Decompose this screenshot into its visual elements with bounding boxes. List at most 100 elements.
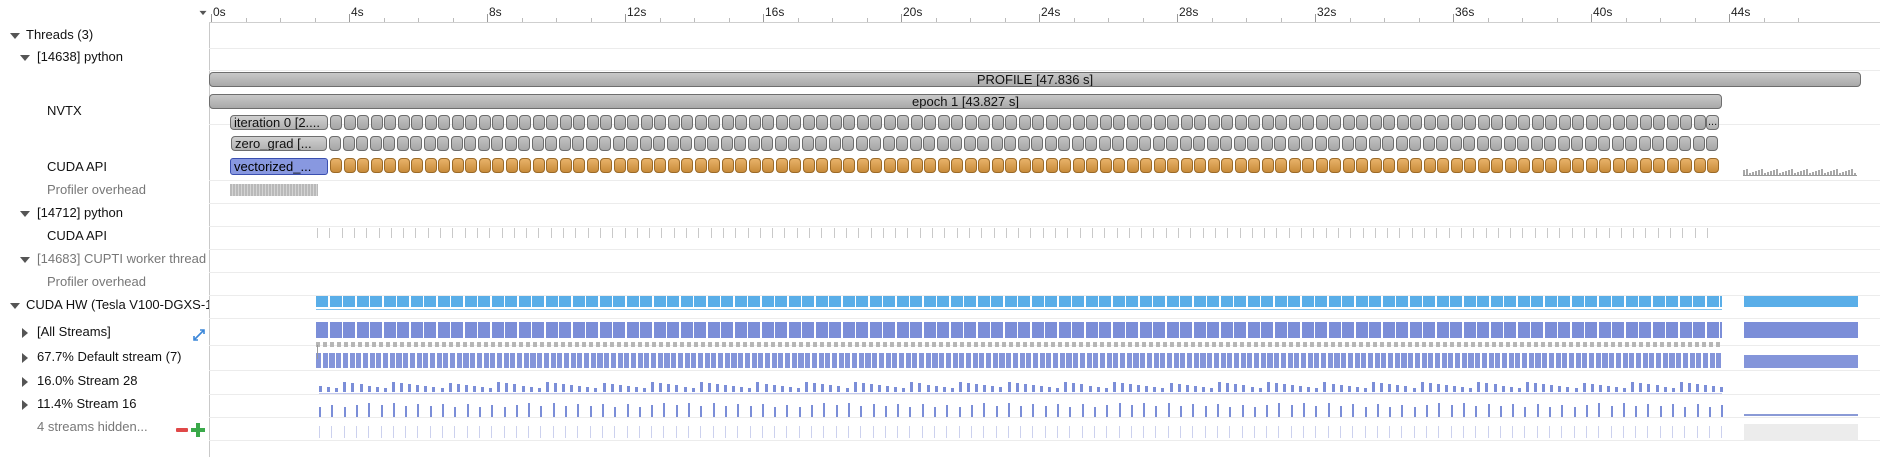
cuda-api-call[interactable] (1818, 170, 1820, 176)
threads-header-label[interactable]: Threads (3) (26, 27, 94, 42)
stream-28-kernel[interactable] (529, 387, 533, 392)
cuda-api-call-tick[interactable] (661, 228, 663, 238)
all-streams-kernel[interactable] (370, 322, 382, 338)
stream-28-kernel[interactable] (1234, 384, 1238, 392)
stream-28-kernel[interactable] (408, 384, 412, 392)
stream-28-kernel[interactable] (1331, 384, 1335, 392)
all-streams-kernel[interactable] (451, 322, 463, 338)
stream-16-kernel[interactable] (1598, 403, 1601, 417)
stream-28-kernel[interactable] (853, 382, 857, 392)
default-stream-kernel[interactable] (885, 353, 891, 368)
default-stream-kernel[interactable] (1207, 353, 1213, 368)
nvtx-iteration-range[interactable] (978, 115, 990, 130)
stream-28-kernel[interactable] (1282, 384, 1286, 392)
cuda-api-call[interactable] (1797, 172, 1799, 176)
all-streams-memcpy[interactable] (827, 342, 831, 347)
default-stream-kernel[interactable] (1166, 353, 1173, 368)
cuda-hw-kernel-band[interactable] (1355, 296, 1368, 307)
nvtx-zero-grad-range[interactable] (1071, 136, 1084, 151)
all-streams-kernel[interactable] (329, 322, 342, 338)
cuda-hw-kernel-band[interactable] (923, 296, 936, 307)
nvtx-iteration-range[interactable] (1450, 115, 1463, 130)
cuda-hw-kernel-band[interactable] (1193, 296, 1206, 307)
stream-28-kernel[interactable] (813, 383, 817, 392)
default-stream-kernel[interactable] (577, 353, 583, 368)
stream-28-kernel[interactable] (513, 384, 517, 392)
default-stream-kernel[interactable] (543, 353, 549, 368)
nvtx-zero-grad-range[interactable] (869, 136, 881, 151)
all-streams-kernel[interactable] (1544, 322, 1557, 338)
cuda-hw-kernel-band[interactable] (896, 296, 909, 307)
default-stream-kernel[interactable] (1079, 353, 1085, 368)
cuda-hw-kernel-band[interactable] (1328, 296, 1341, 307)
stream-28-kernel[interactable] (1145, 386, 1149, 392)
default-stream-kernel[interactable] (1609, 353, 1615, 368)
cuda-api-call-tick[interactable] (440, 228, 441, 238)
cuda-hw-kernel-band[interactable] (1112, 296, 1125, 307)
cuda-api-call[interactable] (1693, 158, 1706, 173)
cuda-api-call[interactable] (1764, 173, 1766, 176)
stream-28-kernel[interactable] (1679, 382, 1683, 392)
stream-28-kernel[interactable] (1525, 382, 1529, 392)
cuda-hw-kernel-band[interactable] (937, 296, 949, 307)
stream-16-kernel[interactable] (1044, 406, 1047, 417)
stream-16-kernel[interactable] (872, 404, 875, 417)
all-streams-memcpy[interactable] (701, 342, 705, 347)
nvtx-iteration-range[interactable] (1180, 115, 1193, 130)
nvtx-zero-grad-range[interactable] (410, 136, 422, 151)
nvtx-zero-grad-range[interactable] (801, 136, 814, 151)
default-stream-kernel[interactable] (483, 353, 489, 368)
all-streams-memcpy[interactable] (1604, 342, 1608, 347)
stream-16-kernel[interactable] (1167, 403, 1170, 417)
all-streams-memcpy[interactable] (456, 342, 460, 347)
stream-28-kernel[interactable] (1039, 386, 1043, 392)
cuda-api-call-tick[interactable] (550, 228, 552, 238)
all-streams-memcpy[interactable] (1541, 342, 1545, 347)
stream-28-kernel[interactable] (1363, 388, 1367, 392)
cuda-hw-kernel-band[interactable] (1598, 296, 1611, 307)
cuda-hw-kernel-band[interactable] (734, 296, 747, 307)
stream-16-kernel[interactable] (1426, 405, 1428, 417)
nvtx-iteration-range[interactable] (397, 115, 410, 130)
cuda-hw-kernel-band[interactable] (694, 296, 706, 307)
default-stream-kernel[interactable] (1099, 353, 1106, 368)
all-streams-kernel[interactable] (1423, 322, 1435, 338)
cuda-api-call[interactable] (343, 158, 356, 173)
nvtx-zero-grad-range[interactable] (774, 136, 787, 151)
nvtx-zero-grad-range[interactable] (477, 136, 490, 151)
nvtx-iteration-range[interactable] (1518, 115, 1530, 130)
all-streams-kernel[interactable] (1180, 322, 1192, 338)
stream-28-kernel[interactable] (505, 383, 509, 392)
all-streams-memcpy[interactable] (1464, 342, 1468, 347)
stream-28-kernel[interactable] (934, 386, 938, 392)
cuda-api-call-tick[interactable] (932, 228, 933, 238)
nvtx-iteration-range[interactable] (478, 115, 491, 130)
nvtx-iteration-range[interactable] (1288, 115, 1301, 130)
stream-28-kernel[interactable] (1153, 387, 1157, 392)
cuda-api-call[interactable] (1531, 158, 1544, 173)
cuda-api-call[interactable] (1788, 170, 1790, 176)
nvtx-zero-grad-range[interactable] (599, 136, 611, 151)
all-streams-memcpy[interactable] (589, 342, 593, 347)
cuda-api-call-tick[interactable] (649, 228, 651, 238)
stream-28-kernel[interactable] (634, 387, 638, 392)
cuda-hw-kernel-band[interactable] (505, 296, 517, 307)
all-streams-memcpy[interactable] (1016, 342, 1020, 347)
all-streams-kernel[interactable] (1598, 322, 1611, 338)
nvtx-iteration-range[interactable] (1572, 115, 1584, 130)
stream-16-kernel[interactable] (749, 406, 752, 417)
all-streams-kernel[interactable] (1018, 322, 1030, 338)
stream-16-kernel[interactable] (1413, 407, 1416, 417)
cuda-api-call-tick[interactable] (907, 228, 909, 238)
all-streams-memcpy[interactable] (820, 342, 824, 347)
cuda-hw-kernel-band[interactable] (370, 296, 382, 307)
cuda-api-call-tick[interactable] (858, 228, 860, 238)
nvtx-zero-grad-range[interactable] (747, 136, 760, 151)
all-streams-memcpy[interactable] (1520, 342, 1524, 347)
default-stream-kernel[interactable] (1073, 353, 1079, 368)
nvtx-zero-grad-range[interactable] (653, 136, 665, 151)
cuda-api-call-tick[interactable] (1264, 228, 1266, 238)
cuda-api-row-2-label[interactable]: CUDA API (47, 228, 107, 243)
nvtx-zero-grad-range[interactable] (815, 136, 827, 151)
cuda-api-call-tick[interactable] (353, 228, 355, 238)
